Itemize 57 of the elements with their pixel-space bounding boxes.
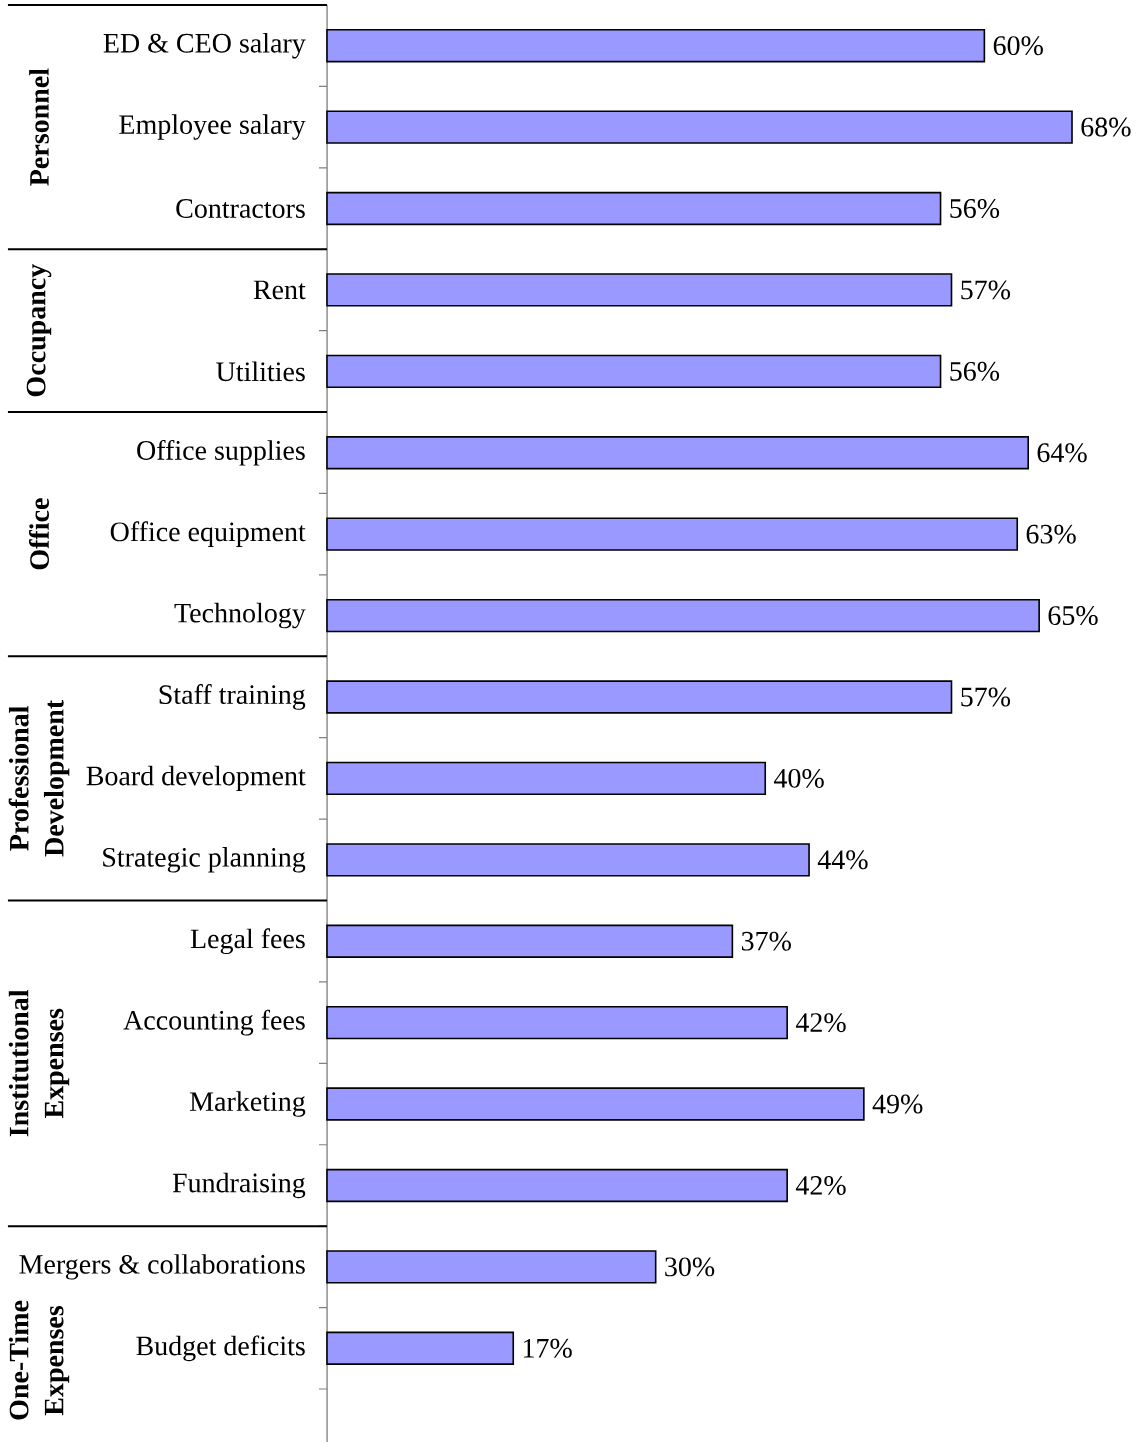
bar xyxy=(326,517,1019,551)
bar xyxy=(326,273,953,307)
bar xyxy=(326,598,1040,633)
data-label: 57% xyxy=(961,280,1011,300)
bar xyxy=(326,924,734,958)
data-label: 56% xyxy=(950,199,1000,219)
data-label: 30% xyxy=(665,1257,715,1277)
data-label: 63% xyxy=(1026,524,1076,544)
data-label: 64% xyxy=(1037,443,1087,463)
y-tick-label: Budget deficits xyxy=(136,1335,305,1362)
y-tick-label: Office equipment xyxy=(110,521,306,547)
y-tick-label: Accounting fees xyxy=(123,1009,305,1036)
text: Personnel xyxy=(29,68,49,186)
y-tick-label: Fundraising xyxy=(172,1172,306,1199)
y-tick-label: Employee salary xyxy=(119,114,306,140)
data-label: 40% xyxy=(773,768,824,788)
y-tick-label: Office supplies xyxy=(137,439,305,466)
bar xyxy=(326,110,1073,144)
bar xyxy=(326,29,986,63)
bar xyxy=(326,1168,788,1203)
data-label: 42% xyxy=(795,1175,846,1195)
bar xyxy=(326,1331,515,1365)
y-tick-label: Marketing xyxy=(189,1091,306,1117)
data-label: 60% xyxy=(993,36,1043,56)
data-label: 56% xyxy=(950,361,1000,381)
data-label: 37% xyxy=(741,931,791,951)
text: Institutional Expenses xyxy=(8,989,70,1137)
bar xyxy=(326,191,942,226)
bar xyxy=(326,680,953,714)
text: Office xyxy=(29,498,49,570)
bar xyxy=(326,436,1029,470)
y-tick-label: ED & CEO salary xyxy=(103,32,306,59)
text: Professional Development xyxy=(8,699,70,857)
y-tick-label: Board development xyxy=(86,765,306,792)
data-label: 42% xyxy=(795,1013,846,1033)
bar xyxy=(326,1250,657,1284)
bar xyxy=(326,1005,788,1040)
y-tick-label: Legal fees xyxy=(190,928,305,955)
text: One-Time Expenses xyxy=(8,1300,70,1420)
data-label: 68% xyxy=(1081,117,1131,137)
text: Occupancy xyxy=(26,264,52,397)
y-tick-label: Technology xyxy=(174,602,306,629)
bar xyxy=(326,843,810,877)
data-label: 44% xyxy=(817,850,868,870)
y-tick-label: Staff training xyxy=(159,684,306,710)
data-label: 49% xyxy=(872,1094,923,1114)
bar xyxy=(326,1087,865,1121)
y-tick-label: Rent xyxy=(253,280,306,300)
y-tick-label: Mergers & collaborations xyxy=(19,1254,305,1280)
data-label: 65% xyxy=(1048,606,1098,626)
y-tick-label: Strategic planning xyxy=(103,847,306,873)
y-tick-label: Utilities xyxy=(216,361,305,382)
data-label: 57% xyxy=(961,687,1011,707)
bar xyxy=(326,761,767,796)
data-label: 17% xyxy=(523,1338,572,1358)
bar xyxy=(326,354,942,389)
y-tick-label: Contractors xyxy=(176,199,305,218)
